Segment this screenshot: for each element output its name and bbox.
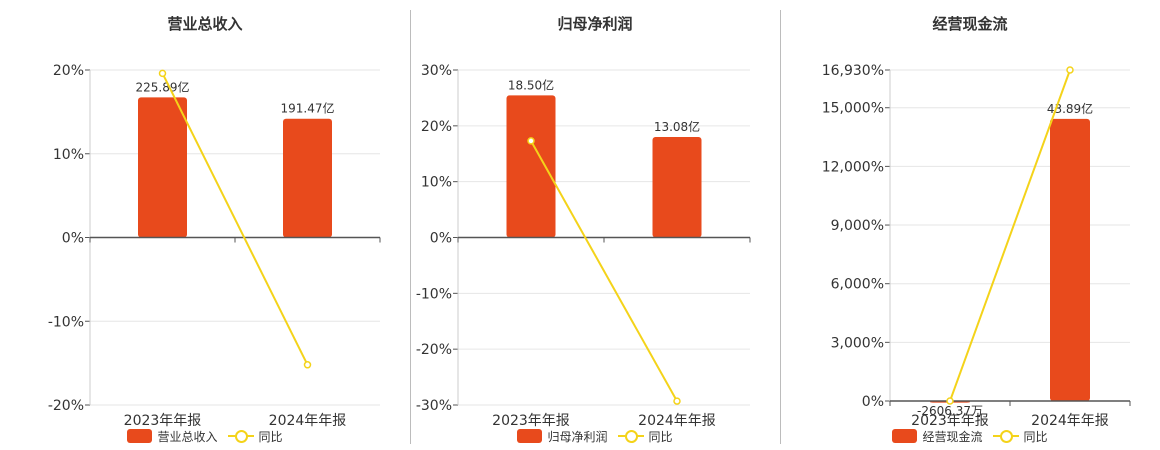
yoy-point	[158, 69, 167, 78]
chart-title: 经营现金流	[932, 15, 1008, 33]
y-tick-label: 20%	[421, 119, 452, 135]
x-tick-label: 2023年年报	[124, 413, 202, 429]
chart-legend: 归母净利润 同比	[410, 427, 780, 445]
legend-line-marker-icon	[992, 429, 1019, 443]
yoy-point	[303, 361, 312, 369]
chart-title: 营业总收入	[167, 15, 243, 33]
x-tick-label: 2024年年报	[1031, 413, 1109, 429]
yoy-series-line	[161, 72, 309, 366]
y-tick-label: 30%	[421, 63, 452, 79]
yoy-point	[1066, 66, 1074, 74]
legend-line-marker-icon	[227, 429, 254, 443]
legend-label: 营业总收入	[157, 429, 218, 444]
yoy-series-line	[949, 69, 1071, 402]
panel-divider	[410, 10, 411, 444]
yoy-point	[946, 397, 954, 405]
revenue-chart-panel: 营业总收入 20% 10% 0% -10% -20% 225.89亿 191.47亿 2023…	[0, 0, 410, 450]
y-tick-label: 20%	[53, 63, 84, 79]
chart-legend: 营业总收入 同比	[0, 427, 410, 445]
bar	[283, 118, 332, 238]
bar	[506, 95, 556, 238]
legend-item-line[interactable]: 同比	[227, 428, 283, 445]
legend-item-line[interactable]: 同比	[617, 428, 673, 445]
x-tick-label: 2024年年报	[638, 413, 716, 429]
y-tick-label: 0%	[430, 231, 452, 247]
bar	[1050, 118, 1090, 401]
bar-data-label: 18.50亿	[508, 77, 554, 92]
legend-item-line[interactable]: 同比	[992, 428, 1048, 445]
bar-data-label: 225.89亿	[136, 79, 190, 94]
bar-data-label: 191.47亿	[281, 101, 335, 116]
y-tick-label: 12,000%	[822, 159, 884, 175]
y-tick-label: -20%	[48, 398, 84, 414]
x-tick-label: 2024年年报	[269, 413, 347, 429]
legend-label: 经营现金流	[922, 429, 983, 444]
chart-legend: 经营现金流 同比	[780, 427, 1160, 445]
yoy-point	[527, 137, 535, 145]
bar-data-label: -2606.37万	[917, 404, 983, 418]
panel-divider	[780, 10, 781, 444]
revenue-chart: 20% 10% 0% -10% -20% 225.89亿 191.47亿 2023年年报 202…	[48, 63, 381, 429]
y-tick-label: 10%	[53, 147, 84, 163]
operating-cashflow-chart: 16,930% 15,000% 12,000% 9,000% 6,000% 3,000% 0…	[822, 63, 1131, 429]
legend-item-bar[interactable]: 归母净利润	[517, 428, 608, 445]
legend-label: 同比	[258, 429, 283, 444]
y-tick-label: 15,000%	[822, 101, 884, 117]
legend-label: 同比	[1023, 429, 1048, 444]
legend-item-bar[interactable]: 营业总收入	[127, 428, 218, 445]
legend-bar-swatch-icon	[127, 429, 153, 443]
bar	[652, 137, 702, 238]
legend-label: 同比	[648, 429, 673, 444]
operating-cashflow-chart-panel: 经营现金流 16,930% 15,000% 12,000% 9,000% 6,000% 3…	[780, 0, 1160, 450]
y-tick-label: -20%	[416, 342, 452, 358]
chart-title: 归母净利润	[557, 15, 633, 33]
y-tick-label: 3,000%	[831, 335, 884, 351]
x-tick-label: 2023年年报	[911, 413, 989, 429]
net-profit-chart: 30% 20% 10% 0% -10% -20% -30% 18.50亿 13.08亿 2023年…	[416, 63, 751, 429]
y-tick-label: 0%	[862, 394, 884, 410]
bar-data-label: 13.08亿	[654, 119, 700, 134]
legend-item-bar[interactable]: 经营现金流	[892, 428, 983, 445]
y-tick-label: 9,000%	[831, 218, 884, 234]
legend-bar-swatch-icon	[517, 429, 543, 443]
y-tick-label: -30%	[416, 398, 452, 414]
net-profit-chart-panel: 归母净利润 30% 20% 10% 0% -10% -20% -30% 18.50亿 13.08…	[410, 0, 780, 450]
legend-bar-swatch-icon	[892, 429, 918, 443]
y-tick-label: 0%	[62, 231, 84, 247]
x-tick-label: 2023年年报	[492, 413, 570, 429]
legend-line-marker-icon	[617, 429, 644, 443]
yoy-series-line	[530, 140, 678, 402]
bar	[138, 97, 187, 238]
y-tick-label: 10%	[421, 175, 452, 191]
y-tick-label: -10%	[48, 314, 84, 330]
y-tick-label: -10%	[416, 286, 452, 302]
y-tick-label: 16,930%	[822, 63, 884, 79]
legend-label: 归母净利润	[547, 429, 608, 444]
y-tick-label: 6,000%	[831, 277, 884, 293]
yoy-point	[673, 397, 681, 405]
